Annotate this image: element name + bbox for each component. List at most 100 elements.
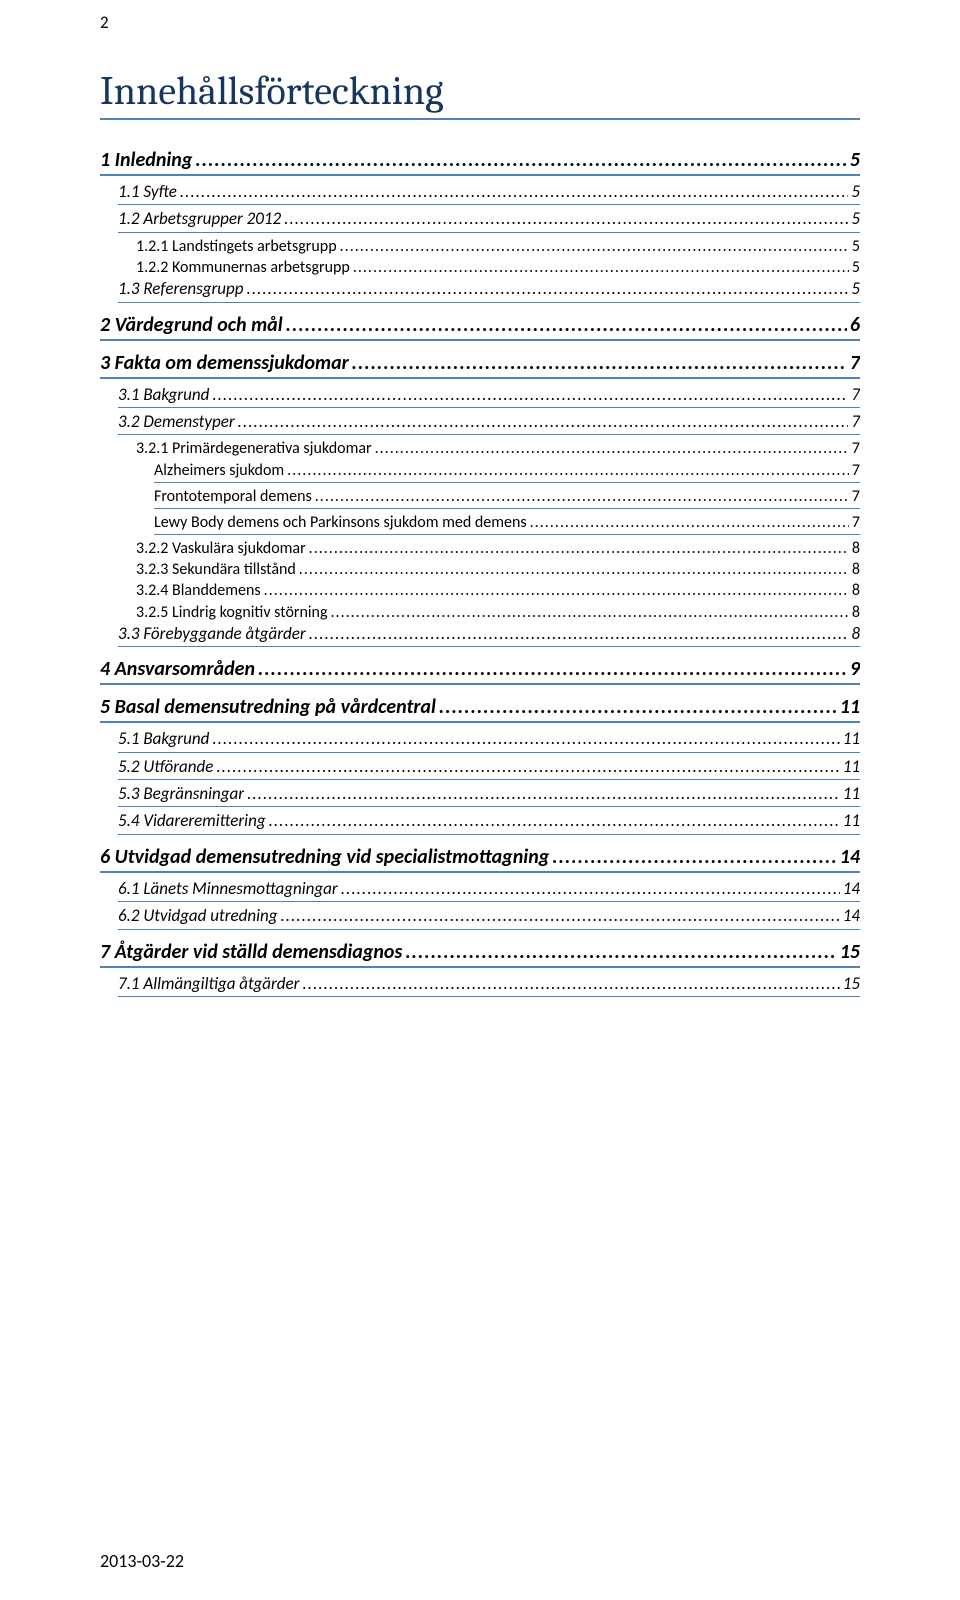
toc-page-number: 5 xyxy=(851,182,860,202)
toc-entry: 3.1 Bakgrund7 xyxy=(100,385,860,408)
toc-label: 3 Fakta om demenssjukdomar xyxy=(100,351,349,375)
toc-page-number: 8 xyxy=(852,539,860,558)
toc-row[interactable]: 6.2 Utvidgad utredning 14 xyxy=(118,906,860,929)
toc-label: 5.3 Begränsningar xyxy=(118,784,244,804)
toc-row[interactable]: Frontotemporal demens7 xyxy=(154,487,860,509)
toc-entry: 3.2.3 Sekundära tillstånd8 xyxy=(100,560,860,579)
toc-entry: 1.2 Arbetsgrupper 2012 5 xyxy=(100,209,860,232)
toc-page-number: 7 xyxy=(852,439,860,458)
toc-row[interactable]: 3.2.3 Sekundära tillstånd8 xyxy=(136,560,860,579)
toc-page-number: 11 xyxy=(843,784,860,804)
toc-leader xyxy=(212,729,839,749)
toc-page-number: 15 xyxy=(840,940,860,964)
toc-entry: 7.1 Allmängiltiga åtgärder15 xyxy=(100,974,860,997)
toc-row[interactable]: 6 Utvidgad demensutredning vid specialis… xyxy=(100,845,860,873)
toc-label: 3.2.5 Lindrig kognitiv störning xyxy=(136,603,327,622)
toc-row[interactable]: 3 Fakta om demenssjukdomar 7 xyxy=(100,351,860,379)
toc-leader xyxy=(530,513,849,532)
toc-entry: 5.2 Utförande11 xyxy=(100,757,860,780)
toc-page-number: 7 xyxy=(850,351,860,375)
toc-row[interactable]: 6.1 Länets Minnesmottagningar14 xyxy=(118,879,860,902)
toc-row[interactable]: Lewy Body demens och Parkinsons sjukdom … xyxy=(154,513,860,535)
toc-row[interactable]: Alzheimers sjukdom 7 xyxy=(154,461,860,483)
toc-page-number: 7 xyxy=(852,487,860,506)
toc-label: Alzheimers sjukdom xyxy=(154,461,284,480)
toc-leader xyxy=(315,487,849,506)
toc-entry: 1.2.2 Kommunernas arbetsgrupp5 xyxy=(100,258,860,277)
toc-entry: Alzheimers sjukdom 7 xyxy=(100,461,860,483)
toc-row[interactable]: 1 Inledning5 xyxy=(100,148,860,176)
toc-leader xyxy=(341,879,840,899)
toc-row[interactable]: 3.2.4 Blanddemens8 xyxy=(136,581,860,600)
toc-label: 1.2.2 Kommunernas arbetsgrupp xyxy=(136,258,350,277)
toc-leader xyxy=(353,258,849,277)
toc-label: 2 Värdegrund och mål xyxy=(100,313,283,337)
toc-page-number: 7 xyxy=(851,412,860,432)
toc-label: 1 Inledning xyxy=(100,148,192,172)
toc-label: 6.2 Utvidgad utredning xyxy=(118,906,278,926)
toc-label: 3.2.1 Primärdegenerativa sjukdomar xyxy=(136,439,372,458)
toc-row[interactable]: 5.1 Bakgrund11 xyxy=(118,729,860,752)
toc-page-number: 15 xyxy=(843,974,860,994)
toc-row[interactable]: 7.1 Allmängiltiga åtgärder15 xyxy=(118,974,860,997)
toc-page-number: 5 xyxy=(851,209,860,229)
toc-entry: 5.3 Begränsningar 11 xyxy=(100,784,860,807)
toc-row[interactable]: 5.2 Utförande11 xyxy=(118,757,860,780)
toc-entry: 6 Utvidgad demensutredning vid specialis… xyxy=(100,845,860,873)
toc-row[interactable]: 7 Åtgärder vid ställd demensdiagnos15 xyxy=(100,940,860,968)
toc-leader xyxy=(281,906,840,926)
toc-row[interactable]: 3.1 Bakgrund7 xyxy=(118,385,860,408)
toc-label: 5 Basal demensutredning på vårdcentral xyxy=(100,695,436,719)
toc-entry: 6.2 Utvidgad utredning 14 xyxy=(100,906,860,929)
toc-entry: 3.2.4 Blanddemens8 xyxy=(100,581,860,600)
page-title: Innehållsförteckning xyxy=(100,68,860,120)
toc-leader xyxy=(330,603,848,622)
toc-leader xyxy=(340,237,849,256)
toc-entry: 3.3 Förebyggande åtgärder8 xyxy=(100,624,860,647)
toc-entry: Frontotemporal demens7 xyxy=(100,487,860,509)
toc-page-number: 14 xyxy=(840,845,860,869)
toc-label: 1.3 Referensgrupp xyxy=(118,279,244,299)
toc-label: 3.2.3 Sekundära tillstånd xyxy=(136,560,296,579)
toc-row[interactable]: 3.3 Förebyggande åtgärder8 xyxy=(118,624,860,647)
toc-label: 1.2 Arbetsgrupper 2012 xyxy=(118,209,281,229)
toc-page-number: 7 xyxy=(852,513,860,532)
toc-leader xyxy=(287,461,849,480)
toc-row[interactable]: 5.4 Vidareremittering11 xyxy=(118,811,860,834)
toc-row[interactable]: 4 Ansvarsområden 9 xyxy=(100,657,860,685)
toc-row[interactable]: 1.2.2 Kommunernas arbetsgrupp5 xyxy=(136,258,860,277)
toc-label: 6 Utvidgad demensutredning vid specialis… xyxy=(100,845,549,869)
toc-entry: 5.1 Bakgrund11 xyxy=(100,729,860,752)
toc-row[interactable]: 1.2.1 Landstingets arbetsgrupp5 xyxy=(136,237,860,256)
toc-label: 4 Ansvarsområden xyxy=(100,657,255,681)
toc-page-number: 14 xyxy=(843,879,860,899)
toc-page-number: 8 xyxy=(852,603,860,622)
toc-page-number: 5 xyxy=(852,237,860,256)
toc-row[interactable]: 1.1 Syfte5 xyxy=(118,182,860,205)
toc-row[interactable]: 1.3 Referensgrupp5 xyxy=(118,279,860,302)
toc-page-number: 9 xyxy=(850,657,860,681)
toc-entry: 5 Basal demensutredning på vårdcentral 11 xyxy=(100,695,860,723)
toc-entry: 1.1 Syfte5 xyxy=(100,182,860,205)
toc-leader xyxy=(269,811,840,831)
toc-label: 3.2.4 Blanddemens xyxy=(136,581,261,600)
toc-entry: 7 Åtgärder vid ställd demensdiagnos15 xyxy=(100,940,860,968)
toc-row[interactable]: 3.2.5 Lindrig kognitiv störning 8 xyxy=(136,603,860,622)
toc-leader xyxy=(180,182,848,202)
toc-row[interactable]: 3.2 Demenstyper 7 xyxy=(118,412,860,435)
toc-row[interactable]: 3.2.1 Primärdegenerativa sjukdomar 7 xyxy=(136,439,860,458)
toc-row[interactable]: 3.2.2 Vaskulära sjukdomar8 xyxy=(136,539,860,558)
toc-leader xyxy=(258,657,847,681)
toc-page-number: 11 xyxy=(840,695,860,719)
toc-label: 5.4 Vidareremittering xyxy=(118,811,266,831)
toc-page-number: 7 xyxy=(852,461,860,480)
toc-entry: 3.2.1 Primärdegenerativa sjukdomar 7 xyxy=(100,439,860,458)
toc-row[interactable]: 1.2 Arbetsgrupper 2012 5 xyxy=(118,209,860,232)
toc-row[interactable]: 2 Värdegrund och mål6 xyxy=(100,313,860,341)
table-of-contents: 1 Inledning51.1 Syfte51.2 Arbetsgrupper … xyxy=(100,148,860,997)
toc-label: 3.2 Demenstyper xyxy=(118,412,235,432)
toc-page-number: 14 xyxy=(843,906,860,926)
toc-row[interactable]: 5 Basal demensutredning på vårdcentral 11 xyxy=(100,695,860,723)
toc-row[interactable]: 5.3 Begränsningar 11 xyxy=(118,784,860,807)
toc-entry: 6.1 Länets Minnesmottagningar14 xyxy=(100,879,860,902)
